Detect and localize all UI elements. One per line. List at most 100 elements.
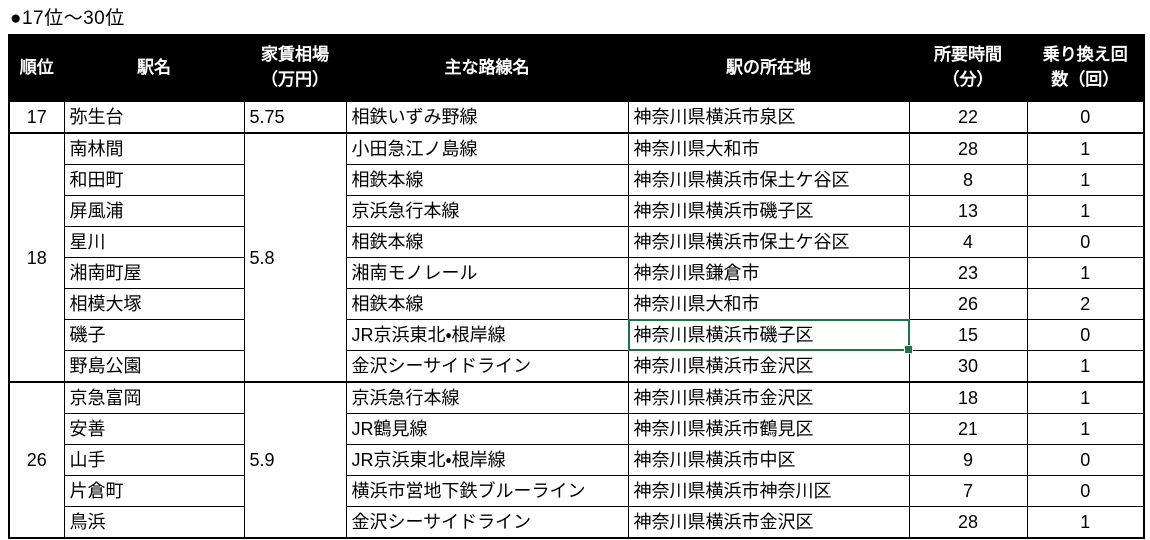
time-cell[interactable]: 18 xyxy=(908,381,1028,414)
line-cell[interactable]: 金沢シーサイドライン xyxy=(345,350,629,383)
location-cell[interactable]: 神奈川県横浜市泉区 xyxy=(627,100,910,134)
cell-text: 15 xyxy=(957,325,979,345)
station-cell[interactable]: 山手 xyxy=(63,444,245,476)
header-location[interactable]: 駅の所在地 xyxy=(627,34,910,102)
location-cell[interactable]: 神奈川県大和市 xyxy=(627,288,910,320)
line-cell[interactable]: 小田急江ノ島線 xyxy=(345,132,629,165)
header-rent[interactable]: 家賃相場 （万円） xyxy=(243,34,347,102)
transfers-cell[interactable]: 1 xyxy=(1026,381,1145,414)
transfers-cell[interactable]: 1 xyxy=(1026,350,1145,383)
fill-handle[interactable] xyxy=(903,345,913,354)
cell-text: 京浜急行本線 xyxy=(351,388,460,408)
time-cell[interactable]: 28 xyxy=(908,132,1028,165)
rent-cell[interactable]: 5.75 xyxy=(243,100,347,134)
rent-cell[interactable]: 5.8 xyxy=(243,132,347,383)
cell-text: 26 xyxy=(26,450,47,470)
table-row: 湘南町屋 湘南モノレール 神奈川県鎌倉市 23 1 xyxy=(9,257,1145,289)
location-cell[interactable]: 神奈川県鎌倉市 xyxy=(627,257,910,289)
time-cell[interactable]: 13 xyxy=(908,195,1028,227)
header-station[interactable]: 駅名 xyxy=(63,34,245,102)
time-cell[interactable]: 15 xyxy=(908,319,1028,351)
time-cell[interactable]: 7 xyxy=(908,475,1028,507)
location-cell[interactable]: 神奈川県横浜市保土ケ谷区 xyxy=(627,226,910,258)
cell-text: 1 xyxy=(1080,419,1091,439)
header-line[interactable]: 主な路線名 xyxy=(345,34,629,102)
station-cell[interactable]: 鳥浜 xyxy=(63,506,245,539)
line-cell[interactable]: 横浜市営地下鉄ブルーライン xyxy=(345,475,629,507)
rank-cell[interactable]: 26 xyxy=(8,381,65,539)
time-cell[interactable]: 30 xyxy=(908,350,1028,383)
transfers-cell[interactable]: 1 xyxy=(1026,413,1145,445)
location-cell[interactable]: 神奈川県横浜市神奈川区 xyxy=(627,475,910,507)
location-cell[interactable]: 神奈川県横浜市鶴見区 xyxy=(627,413,910,445)
transfers-cell[interactable]: 1 xyxy=(1026,132,1145,165)
location-cell[interactable]: 神奈川県横浜市中区 xyxy=(627,444,910,476)
location-cell[interactable]: 神奈川県横浜市金沢区 xyxy=(627,381,910,414)
page-title: ●17位～30位 xyxy=(10,8,125,29)
station-cell[interactable]: 磯子 xyxy=(63,319,245,351)
station-cell[interactable]: 星川 xyxy=(63,226,245,258)
line-cell[interactable]: 相鉄本線 xyxy=(345,164,629,196)
station-cell[interactable]: 南林間 xyxy=(63,132,245,165)
station-cell[interactable]: 安善 xyxy=(63,413,245,445)
transfers-cell[interactable]: 2 xyxy=(1026,288,1145,320)
location-cell[interactable]: 神奈川県大和市 xyxy=(627,132,910,165)
station-cell[interactable]: 野島公園 xyxy=(63,350,245,383)
cell-text: 17 xyxy=(26,107,47,127)
cell-text: 1 xyxy=(1080,201,1091,221)
transfers-cell[interactable]: 0 xyxy=(1026,100,1145,134)
cell-text: 7 xyxy=(962,481,973,501)
location-cell[interactable]: 神奈川県横浜市磯子区 xyxy=(627,319,913,354)
location-cell[interactable]: 神奈川県横浜市金沢区 xyxy=(627,506,910,539)
line-cell[interactable]: JR京浜東北・根岸線 xyxy=(345,444,629,476)
location-cell[interactable]: 神奈川県横浜市保土ケ谷区 xyxy=(627,164,910,196)
rank-cell[interactable]: 17 xyxy=(8,100,65,134)
transfers-cell[interactable]: 1 xyxy=(1026,506,1145,539)
line-cell[interactable]: 相鉄本線 xyxy=(345,226,629,258)
header-time[interactable]: 所要時間 （分） xyxy=(908,34,1028,102)
transfers-cell[interactable]: 0 xyxy=(1026,226,1145,258)
transfers-cell[interactable]: 1 xyxy=(1026,195,1145,227)
cell-text: 18 xyxy=(957,388,979,408)
header-transfers[interactable]: 乗り換え回 数（回） xyxy=(1026,34,1145,102)
station-cell[interactable]: 相模大塚 xyxy=(63,288,245,320)
line-cell[interactable]: 相鉄本線 xyxy=(345,288,629,320)
cell-text: 28 xyxy=(957,139,979,159)
transfers-cell[interactable]: 0 xyxy=(1026,475,1145,507)
time-cell[interactable]: 4 xyxy=(908,226,1028,258)
rank-cell[interactable]: 18 xyxy=(8,132,65,383)
line-cell[interactable]: JR鶴見線 xyxy=(345,413,629,445)
location-cell[interactable]: 神奈川県横浜市磯子区 xyxy=(627,195,910,227)
time-cell[interactable]: 22 xyxy=(908,100,1028,134)
time-cell[interactable]: 8 xyxy=(908,164,1028,196)
transfers-cell[interactable]: 1 xyxy=(1026,257,1145,289)
time-cell[interactable]: 21 xyxy=(908,413,1028,445)
table-row: 磯子 JR京浜東北・根岸線 神奈川県横浜市磯子区 15 0 xyxy=(9,319,1145,354)
rent-cell[interactable]: 5.9 xyxy=(243,381,347,539)
header-rank[interactable]: 順位 xyxy=(8,34,65,102)
transfers-cell[interactable]: 0 xyxy=(1026,444,1145,476)
cell-text: 9 xyxy=(962,450,973,470)
time-cell[interactable]: 26 xyxy=(908,288,1028,320)
station-cell[interactable]: 弥生台 xyxy=(63,100,245,134)
line-cell[interactable]: 湘南モノレール xyxy=(345,257,629,289)
header-row: 順位 駅名 家賃相場 （万円） 主な路線名 駅の所在地 所要時間 （分） 乗り換… xyxy=(8,34,1145,102)
time-cell[interactable]: 9 xyxy=(908,444,1028,476)
line-cell[interactable]: JR京浜東北・根岸線 xyxy=(345,319,629,351)
cell-text: 鳥浜 xyxy=(69,512,106,532)
station-cell[interactable]: 片倉町 xyxy=(63,475,245,507)
time-cell[interactable]: 28 xyxy=(908,506,1028,539)
line-cell[interactable]: 金沢シーサイドライン xyxy=(345,506,629,539)
line-cell[interactable]: 京浜急行本線 xyxy=(345,195,629,227)
line-cell[interactable]: 相鉄いずみ野線 xyxy=(345,100,629,134)
transfers-cell[interactable]: 0 xyxy=(1026,319,1145,351)
location-cell[interactable]: 神奈川県横浜市金沢区 xyxy=(627,350,910,383)
time-cell[interactable]: 23 xyxy=(908,257,1028,289)
line-cell[interactable]: 京浜急行本線 xyxy=(345,381,629,414)
station-cell[interactable]: 京急富岡 xyxy=(63,381,245,414)
station-cell[interactable]: 和田町 xyxy=(63,164,245,196)
station-cell[interactable]: 屏風浦 xyxy=(63,195,245,227)
transfers-cell[interactable]: 1 xyxy=(1026,164,1145,196)
station-cell[interactable]: 湘南町屋 xyxy=(63,257,245,289)
cell-text: 0 xyxy=(1080,450,1091,470)
